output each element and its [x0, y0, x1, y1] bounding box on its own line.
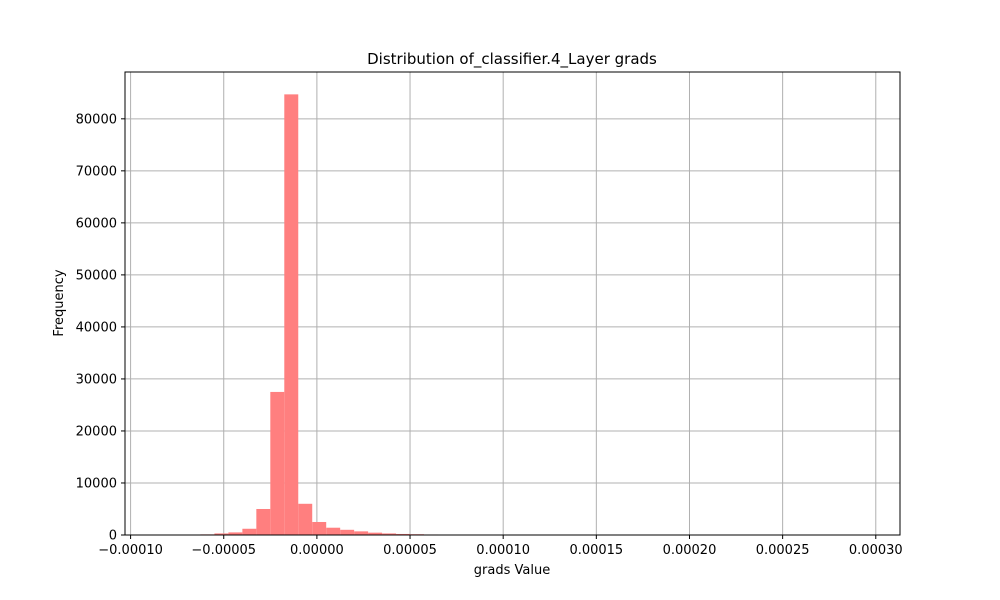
histogram-bar: [298, 503, 313, 535]
histogram-bar: [382, 533, 397, 535]
y-axis-title: Frequency: [52, 269, 67, 336]
histogram-bar: [242, 528, 257, 535]
x-tick-label: 0.00010: [476, 543, 530, 558]
y-tick-label: 20000: [76, 424, 117, 439]
histogram-bar: [214, 533, 229, 535]
y-tick-label: 50000: [76, 268, 117, 283]
y-tick-label: 70000: [76, 164, 117, 179]
y-tick-label: 60000: [76, 216, 117, 231]
x-tick-label: 0.00025: [756, 543, 810, 558]
histogram-bar: [368, 532, 383, 535]
x-tick-label: −0.00010: [98, 543, 163, 558]
y-axis-ticks: 0 10000 20000 30000 40000 50000 60000 70000 8000…: [76, 112, 125, 544]
x-tick-label: 0.00005: [383, 543, 437, 558]
y-tick-label: 0: [109, 529, 117, 544]
grid-lines: [125, 72, 900, 536]
y-tick-label: 10000: [76, 476, 117, 491]
x-tick-label: 0.00020: [663, 543, 717, 558]
plot-frame: [124, 71, 901, 536]
x-tick-label: 0.00015: [569, 543, 623, 558]
histogram-bars: [130, 94, 900, 535]
x-tick-label: 0.00000: [290, 543, 344, 558]
y-tick-label: 80000: [76, 112, 117, 127]
y-tick-label: 30000: [76, 372, 117, 387]
x-tick-label: −0.00005: [191, 543, 256, 558]
chart-title: Distribution of_classifier.4_Layer grads: [367, 50, 657, 69]
histogram-bar: [284, 94, 299, 535]
histogram-bar: [256, 508, 271, 535]
x-tick-label: 0.00030: [849, 543, 903, 558]
x-axis-title: grads Value: [474, 563, 550, 578]
y-tick-label: 40000: [76, 320, 117, 335]
histogram-bar: [396, 533, 411, 535]
histogram-bar: [270, 391, 285, 535]
histogram-bar: [312, 521, 327, 535]
histogram-bar: [228, 532, 243, 535]
histogram-bar: [326, 527, 341, 535]
x-axis-ticks: −0.00010 −0.00005 0.00000 0.00005 0.00010 0.0…: [98, 535, 903, 558]
histogram-bar: [340, 529, 355, 535]
histogram-bar: [354, 531, 369, 535]
